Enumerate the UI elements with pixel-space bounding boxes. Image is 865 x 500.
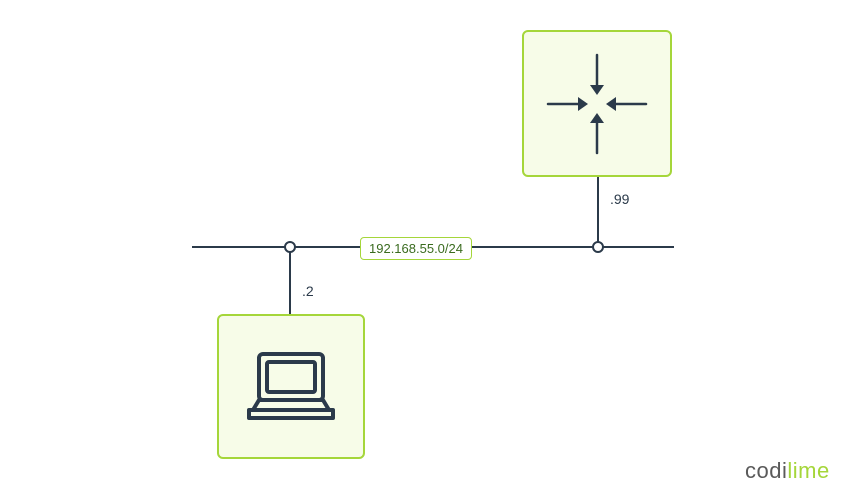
network-diagram: 192.168.55.0/24 .2	[0, 0, 865, 500]
collector-node	[522, 30, 672, 177]
port-dot	[592, 241, 604, 253]
host-ip-label: .2	[302, 283, 314, 299]
port-dot	[284, 241, 296, 253]
logo-suffix: lime	[787, 458, 829, 483]
subnet-label: 192.168.55.0/24	[360, 237, 472, 260]
laptop-icon	[245, 348, 337, 426]
brand-logo: codilime	[745, 458, 830, 484]
host-connector	[289, 247, 291, 314]
collector-ip-label: .99	[610, 191, 629, 207]
converge-arrows-icon	[538, 45, 656, 163]
collector-connector	[597, 177, 599, 247]
host-node	[217, 314, 365, 459]
logo-prefix: codi	[745, 458, 787, 483]
